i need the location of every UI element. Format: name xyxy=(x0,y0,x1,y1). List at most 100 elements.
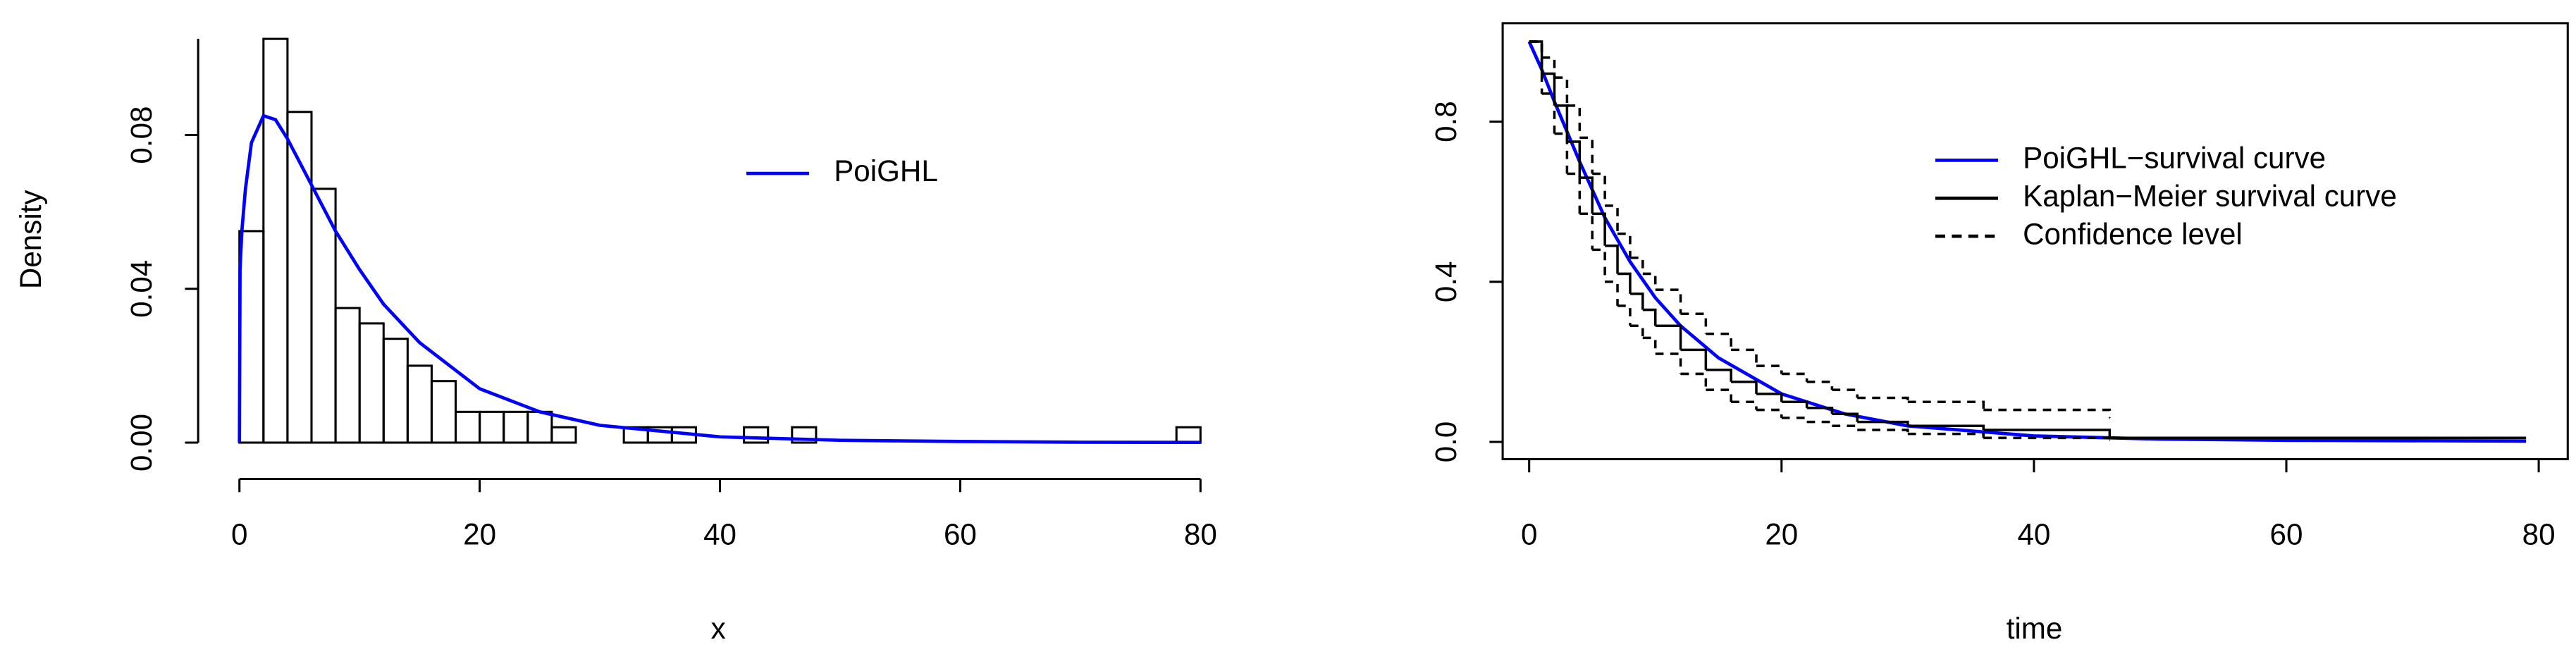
step-segment xyxy=(1731,348,1758,367)
step-segment xyxy=(1983,408,2112,418)
x-axis-label: time xyxy=(2007,612,2063,645)
histogram-bar xyxy=(406,364,433,444)
histogram-bar xyxy=(455,410,481,444)
y-tick-label: 0.0 xyxy=(1429,421,1462,463)
step-segment xyxy=(1832,424,1859,430)
histogram-bar xyxy=(382,338,409,444)
x-tick-label: 40 xyxy=(2017,518,2050,551)
step-segment xyxy=(1541,92,1556,134)
legend-label: PoiGHL−survival curve xyxy=(2023,141,2326,174)
step-segment xyxy=(1907,400,1985,410)
histogram-bar xyxy=(334,307,361,444)
histogram-bar xyxy=(550,426,577,444)
curve xyxy=(238,113,1201,445)
step-segment xyxy=(1554,132,1569,174)
step-segment xyxy=(1541,56,1556,78)
legend-label: Kaplan−Meier survival curve xyxy=(2023,179,2397,212)
x-tick-label: 20 xyxy=(1765,518,1798,551)
x-tick-label: 0 xyxy=(1521,518,1537,551)
step-segment xyxy=(1857,429,1909,434)
step-segment xyxy=(1832,412,1859,422)
histogram-bar xyxy=(262,37,289,444)
step-segment xyxy=(1806,381,1834,390)
step-segment xyxy=(1541,72,1556,106)
step-segment xyxy=(1579,212,1594,250)
step-segment xyxy=(1781,400,1808,408)
step-segment xyxy=(1857,420,1909,426)
histogram-bar xyxy=(238,230,265,444)
x-tick-label: 0 xyxy=(231,518,247,551)
step-segment xyxy=(1781,417,1808,422)
x-axis-label: x xyxy=(711,612,726,645)
step-segment xyxy=(1983,429,2112,438)
x-tick-label: 40 xyxy=(703,518,737,551)
histogram-bar xyxy=(358,322,385,444)
histogram-bar xyxy=(791,426,818,444)
step-segment xyxy=(1806,420,1834,426)
step-segment xyxy=(1642,308,1657,326)
x-tick-label: 20 xyxy=(463,518,496,551)
step-segment xyxy=(1731,381,1758,394)
step-segment xyxy=(1706,369,1732,382)
step-segment xyxy=(1706,388,1732,402)
y-tick-label: 0.08 xyxy=(125,106,158,164)
histogram-bar xyxy=(743,426,770,444)
histogram-bar xyxy=(479,410,505,444)
step-segment xyxy=(1617,272,1632,294)
step-segment xyxy=(1629,324,1644,338)
step-segment xyxy=(1554,76,1569,106)
y-tick-label: 0.4 xyxy=(1429,261,1462,302)
step-segment xyxy=(1781,372,1808,382)
y-tick-label: 0.00 xyxy=(125,414,158,472)
step-segment xyxy=(1806,406,1834,414)
step-segment xyxy=(1680,348,1708,370)
step-segment xyxy=(1907,424,1985,430)
step-segment xyxy=(1680,372,1708,390)
step-segment xyxy=(1832,388,1859,398)
x-tick-label: 60 xyxy=(944,518,977,551)
histogram-bar xyxy=(430,380,457,444)
step-segment xyxy=(1642,336,1657,355)
step-segment xyxy=(1857,396,1909,402)
step-segment xyxy=(1756,408,1783,418)
step-segment xyxy=(1592,248,1606,282)
step-segment xyxy=(1706,332,1732,350)
step-segment xyxy=(1605,244,1619,274)
step-segment xyxy=(1579,176,1594,214)
x-tick-label: 80 xyxy=(2522,518,2556,551)
step-segment xyxy=(1655,352,1682,374)
x-tick-label: 60 xyxy=(2270,518,2303,551)
step-segment xyxy=(1629,256,1644,274)
plot-frame xyxy=(1501,22,2569,460)
y-tick-label: 0.8 xyxy=(1429,101,1462,142)
step-segment xyxy=(1567,140,1582,178)
step-segment xyxy=(1655,324,1682,350)
histogram-bar xyxy=(1175,426,1202,444)
step-segment xyxy=(1629,292,1644,310)
step-segment xyxy=(1617,304,1632,326)
step-segment xyxy=(1592,172,1606,206)
step-segment xyxy=(1605,281,1619,306)
step-segment xyxy=(1529,40,1543,94)
step-segment xyxy=(1756,393,1783,402)
step-segment xyxy=(1731,400,1758,410)
step-segment xyxy=(1642,272,1657,290)
x-tick-label: 80 xyxy=(1184,518,1217,551)
step-segment xyxy=(1617,232,1632,258)
y-axis-label: Density xyxy=(14,190,47,290)
step-segment xyxy=(1567,172,1582,214)
step-segment xyxy=(1592,212,1606,246)
histogram-bar xyxy=(503,410,529,444)
legend-label: PoiGHL xyxy=(834,154,938,187)
step-segment xyxy=(1983,436,2112,441)
legend-label: Confidence level xyxy=(2023,217,2243,250)
step-segment xyxy=(1907,432,1985,438)
step-segment xyxy=(1579,136,1594,174)
y-tick-label: 0.04 xyxy=(125,260,158,318)
histogram-bar xyxy=(526,410,553,444)
step-segment xyxy=(1567,104,1582,138)
step-segment xyxy=(1605,204,1619,234)
step-segment xyxy=(1554,104,1569,142)
